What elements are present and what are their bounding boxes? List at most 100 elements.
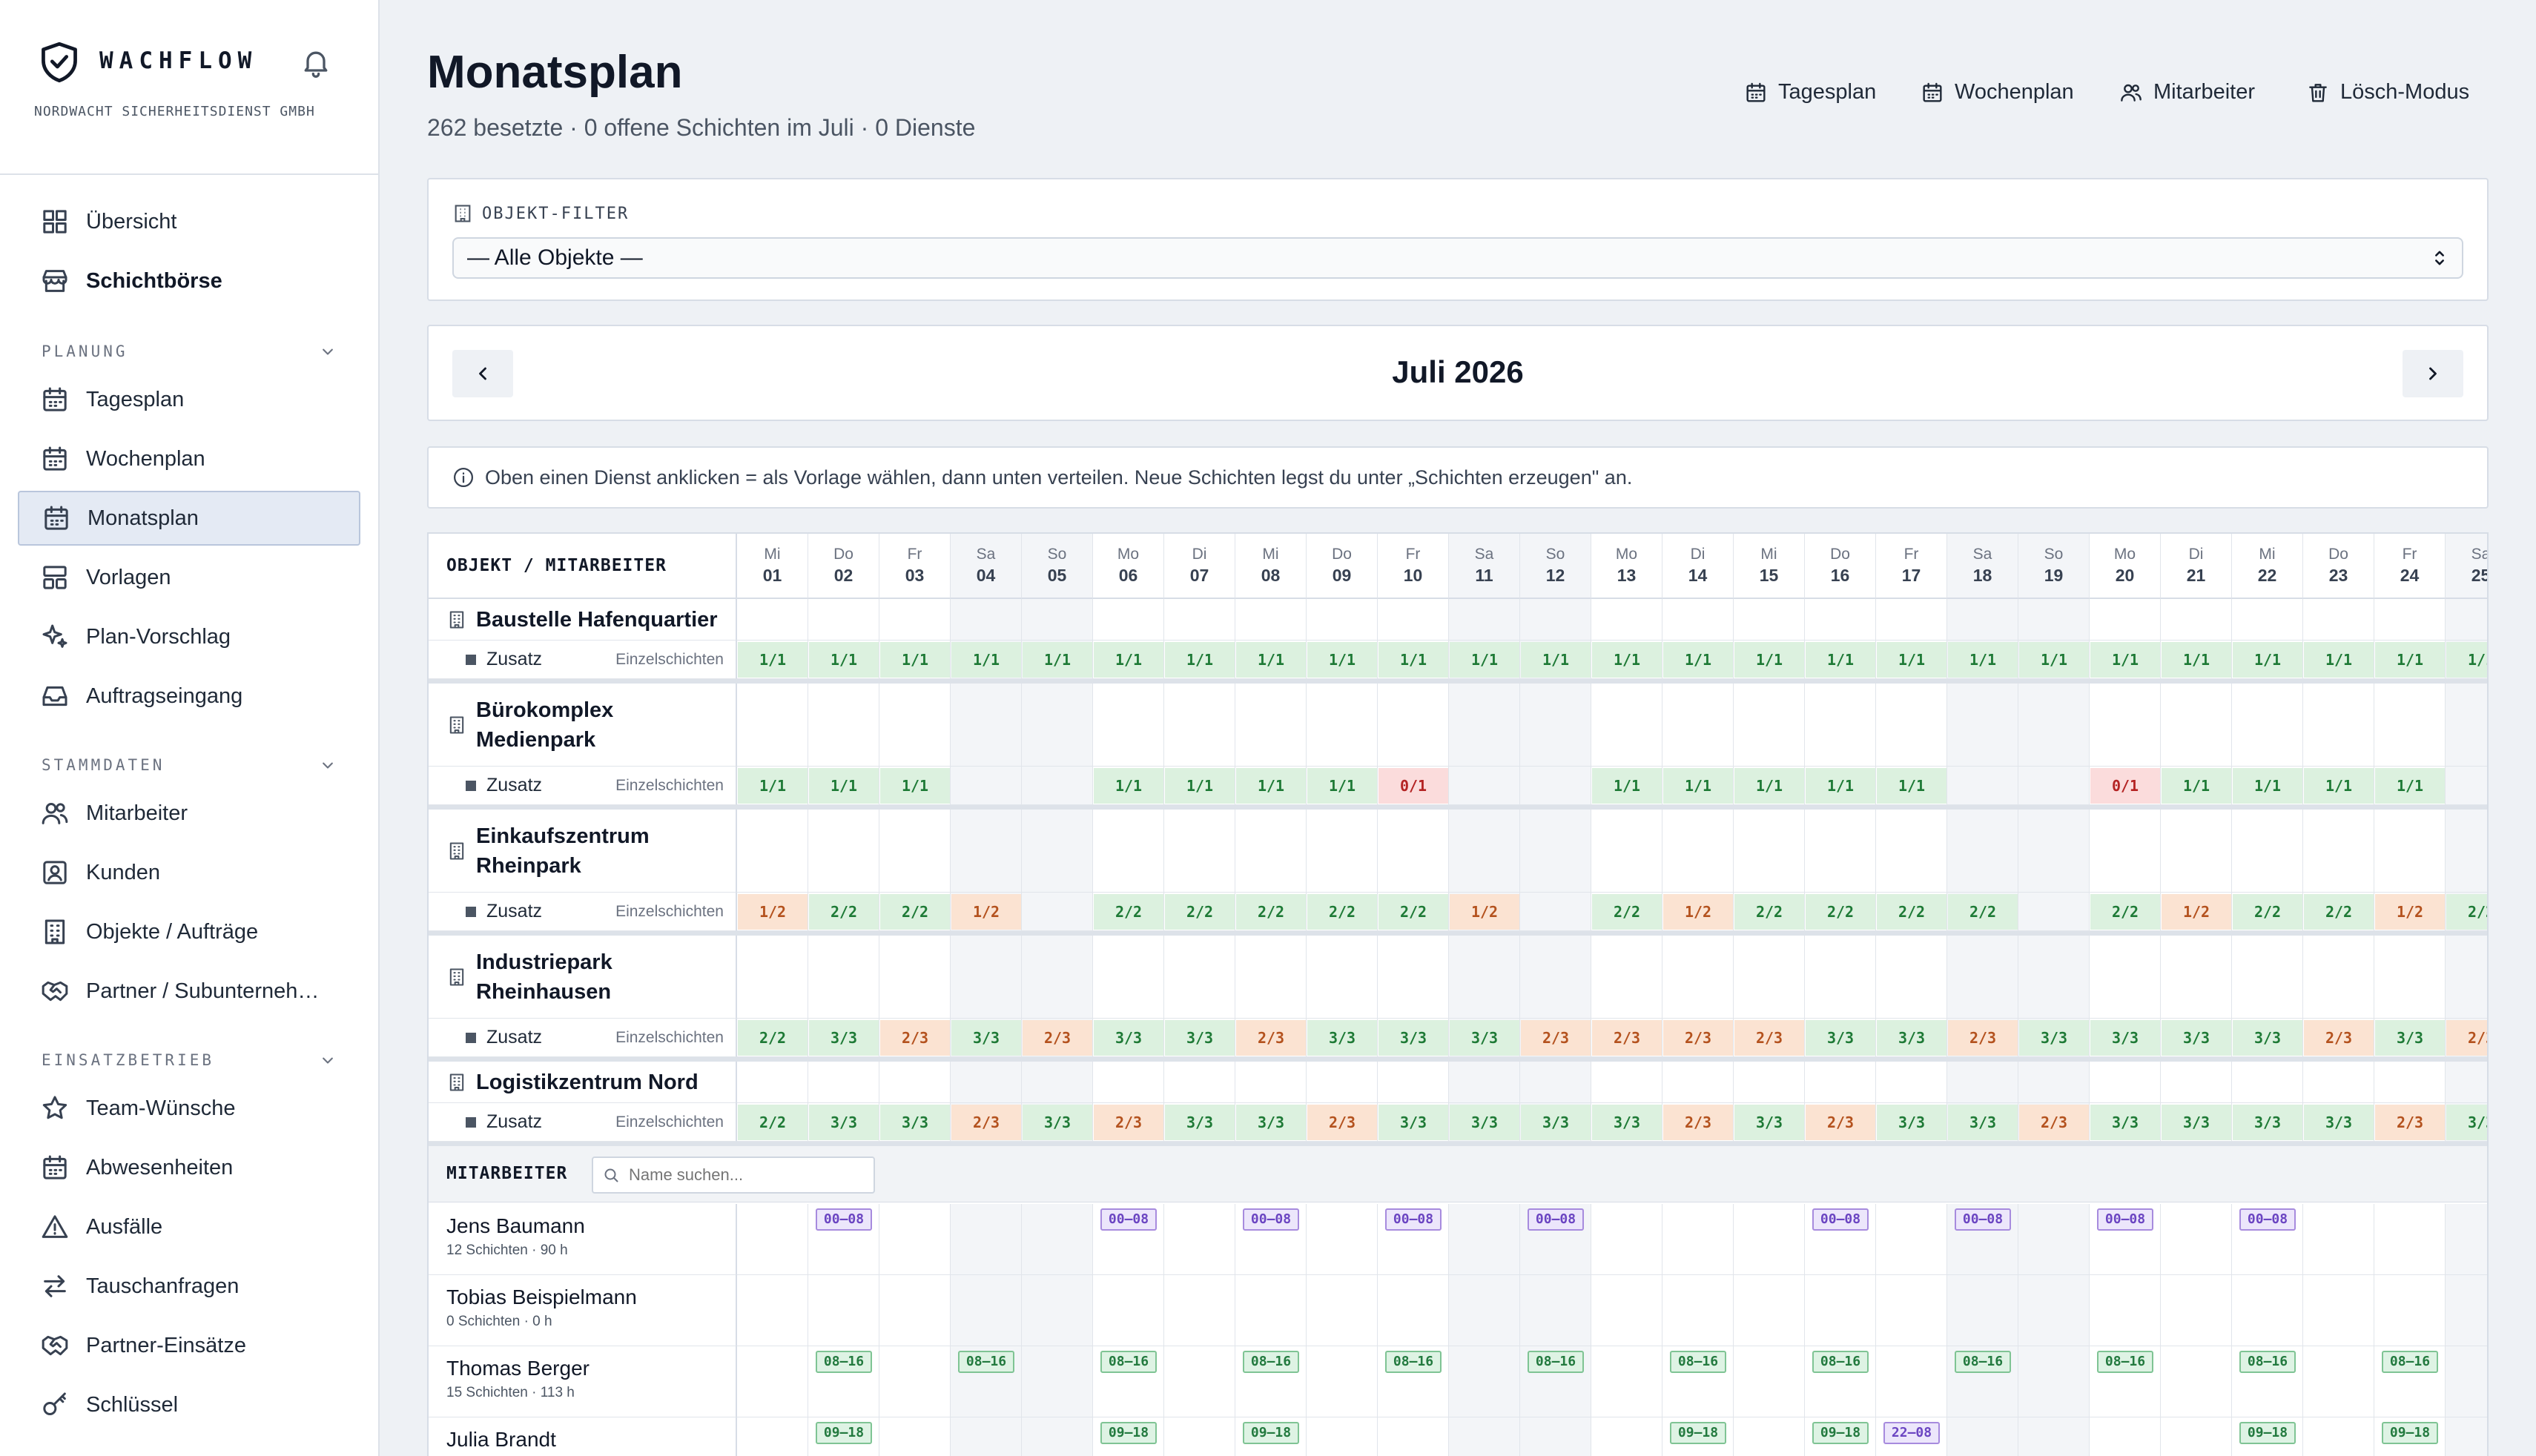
- employee-day-cell[interactable]: [2232, 1346, 2303, 1417]
- object-day-cell[interactable]: [1378, 599, 1449, 641]
- zusatz-day-cell[interactable]: [1235, 1019, 1307, 1057]
- employee-day-cell[interactable]: [2303, 1346, 2374, 1417]
- object-day-cell[interactable]: [1591, 810, 1662, 893]
- zusatz-day-cell[interactable]: [879, 1103, 951, 1142]
- zusatz-day-cell[interactable]: [951, 767, 1022, 805]
- zusatz-day-cell[interactable]: [2374, 1103, 2446, 1142]
- employee-day-cell[interactable]: [1876, 1346, 1947, 1417]
- sidebar-item-schichtborse[interactable]: Schichtbörse: [18, 254, 360, 308]
- object-day-cell[interactable]: [1734, 810, 1805, 893]
- employee-day-cell[interactable]: [737, 1417, 808, 1456]
- employee-day-cell[interactable]: [1805, 1275, 1876, 1346]
- coverage-badge[interactable]: 1/2: [2162, 894, 2231, 930]
- zusatz-day-cell[interactable]: [1734, 767, 1805, 805]
- coverage-badge[interactable]: 2/2: [1948, 894, 2018, 930]
- object-day-cell[interactable]: [737, 936, 808, 1019]
- object-day-cell[interactable]: [879, 684, 951, 767]
- zusatz-day-cell[interactable]: [2161, 1019, 2232, 1057]
- object-day-cell[interactable]: [1520, 599, 1591, 641]
- employee-day-cell[interactable]: [1805, 1204, 1876, 1275]
- coverage-badge[interactable]: 1/1: [1450, 642, 1519, 678]
- object-day-cell[interactable]: [2232, 599, 2303, 641]
- object-row-name[interactable]: Industriepark Rheinhausen: [429, 936, 737, 1019]
- object-day-cell[interactable]: [2446, 936, 2487, 1019]
- coverage-badge[interactable]: 3/3: [1165, 1105, 1235, 1140]
- zusatz-day-cell[interactable]: [2161, 893, 2232, 931]
- employee-day-cell[interactable]: [879, 1204, 951, 1275]
- object-day-cell[interactable]: [2374, 810, 2446, 893]
- object-day-cell[interactable]: [1022, 599, 1093, 641]
- zusatz-day-cell[interactable]: [1876, 893, 1947, 931]
- shift-chip[interactable]: 09–18: [1670, 1422, 1726, 1444]
- zusatz-day-cell[interactable]: [1378, 641, 1449, 679]
- object-day-cell[interactable]: [951, 684, 1022, 767]
- object-day-cell[interactable]: [1805, 810, 1876, 893]
- zusatz-day-cell[interactable]: [2232, 1103, 2303, 1142]
- coverage-badge[interactable]: 2/3: [1094, 1105, 1163, 1140]
- coverage-badge[interactable]: 2/2: [1236, 894, 1306, 930]
- coverage-badge[interactable]: 2/2: [1094, 894, 1163, 930]
- shift-chip[interactable]: 08–16: [2097, 1351, 2153, 1373]
- object-day-cell[interactable]: [2446, 810, 2487, 893]
- coverage-badge[interactable]: 1/1: [1948, 642, 2018, 678]
- employee-day-cell[interactable]: [1164, 1417, 1235, 1456]
- coverage-badge[interactable]: 3/3: [2019, 1020, 2089, 1056]
- object-day-cell[interactable]: [2232, 1062, 2303, 1103]
- employee-day-cell[interactable]: [1520, 1417, 1591, 1456]
- coverage-badge[interactable]: 1/2: [1663, 894, 1733, 930]
- employee-day-cell[interactable]: [1734, 1204, 1805, 1275]
- sidebar-item-ubersicht[interactable]: Übersicht: [18, 194, 360, 249]
- object-day-cell[interactable]: [1734, 1062, 1805, 1103]
- object-day-cell[interactable]: [737, 1062, 808, 1103]
- zusatz-day-cell[interactable]: [2232, 641, 2303, 679]
- shift-chip[interactable]: 08–16: [1243, 1351, 1299, 1373]
- zusatz-day-cell[interactable]: [1876, 641, 1947, 679]
- sidebar-item-partner-subunterneh[interactable]: Partner / Subunterneh…: [18, 964, 360, 1019]
- object-day-cell[interactable]: [1307, 684, 1378, 767]
- employee-day-cell[interactable]: [1662, 1417, 1734, 1456]
- object-day-cell[interactable]: [1307, 936, 1378, 1019]
- object-day-cell[interactable]: [1093, 599, 1164, 641]
- employee-day-cell[interactable]: [2374, 1417, 2446, 1456]
- object-day-cell[interactable]: [2161, 684, 2232, 767]
- object-day-cell[interactable]: [1591, 936, 1662, 1019]
- zusatz-day-cell[interactable]: [2374, 893, 2446, 931]
- coverage-badge[interactable]: 2/3: [1663, 1105, 1733, 1140]
- zusatz-day-cell[interactable]: [1093, 1103, 1164, 1142]
- coverage-badge[interactable]: 1/1: [2019, 642, 2089, 678]
- coverage-badge[interactable]: 3/3: [2375, 1020, 2445, 1056]
- employee-row-name[interactable]: Tobias Beispielmann 0 Schichten · 0 h: [429, 1275, 737, 1346]
- shift-chip[interactable]: 09–18: [2382, 1422, 2438, 1444]
- sidebar-item-ausfalle[interactable]: Ausfälle: [18, 1199, 360, 1254]
- zusatz-day-cell[interactable]: [879, 641, 951, 679]
- sidebar-section-planung[interactable]: PLANUNG: [42, 337, 338, 366]
- object-day-cell[interactable]: [1378, 810, 1449, 893]
- employee-day-cell[interactable]: [2018, 1346, 2090, 1417]
- employee-day-cell[interactable]: [1876, 1417, 1947, 1456]
- employee-day-cell[interactable]: [2161, 1346, 2232, 1417]
- coverage-badge[interactable]: 1/1: [1307, 768, 1377, 804]
- coverage-badge[interactable]: 3/3: [1378, 1020, 1448, 1056]
- zusatz-day-cell[interactable]: [1164, 1019, 1235, 1057]
- zusatz-day-cell[interactable]: [808, 893, 879, 931]
- employee-day-cell[interactable]: [879, 1346, 951, 1417]
- object-day-cell[interactable]: [2303, 810, 2374, 893]
- zusatz-day-cell[interactable]: [737, 893, 808, 931]
- coverage-badge[interactable]: 1/1: [1378, 642, 1448, 678]
- object-day-cell[interactable]: [951, 1062, 1022, 1103]
- object-day-cell[interactable]: [1662, 936, 1734, 1019]
- zusatz-day-cell[interactable]: [1307, 641, 1378, 679]
- shift-chip[interactable]: 22–08: [1883, 1422, 1940, 1444]
- coverage-badge[interactable]: 2/2: [738, 1020, 808, 1056]
- object-day-cell[interactable]: [1093, 1062, 1164, 1103]
- sidebar-section-stammdaten[interactable]: STAMMDATEN: [42, 750, 338, 780]
- object-day-cell[interactable]: [1022, 810, 1093, 893]
- employee-day-cell[interactable]: [1164, 1204, 1235, 1275]
- zusatz-day-cell[interactable]: [1662, 641, 1734, 679]
- shift-chip[interactable]: 08–16: [816, 1351, 872, 1373]
- coverage-badge[interactable]: 1/2: [1450, 894, 1519, 930]
- employee-day-cell[interactable]: [1235, 1417, 1307, 1456]
- coverage-badge[interactable]: 1/1: [738, 642, 808, 678]
- object-day-cell[interactable]: [1520, 1062, 1591, 1103]
- coverage-badge[interactable]: 2/2: [1806, 894, 1875, 930]
